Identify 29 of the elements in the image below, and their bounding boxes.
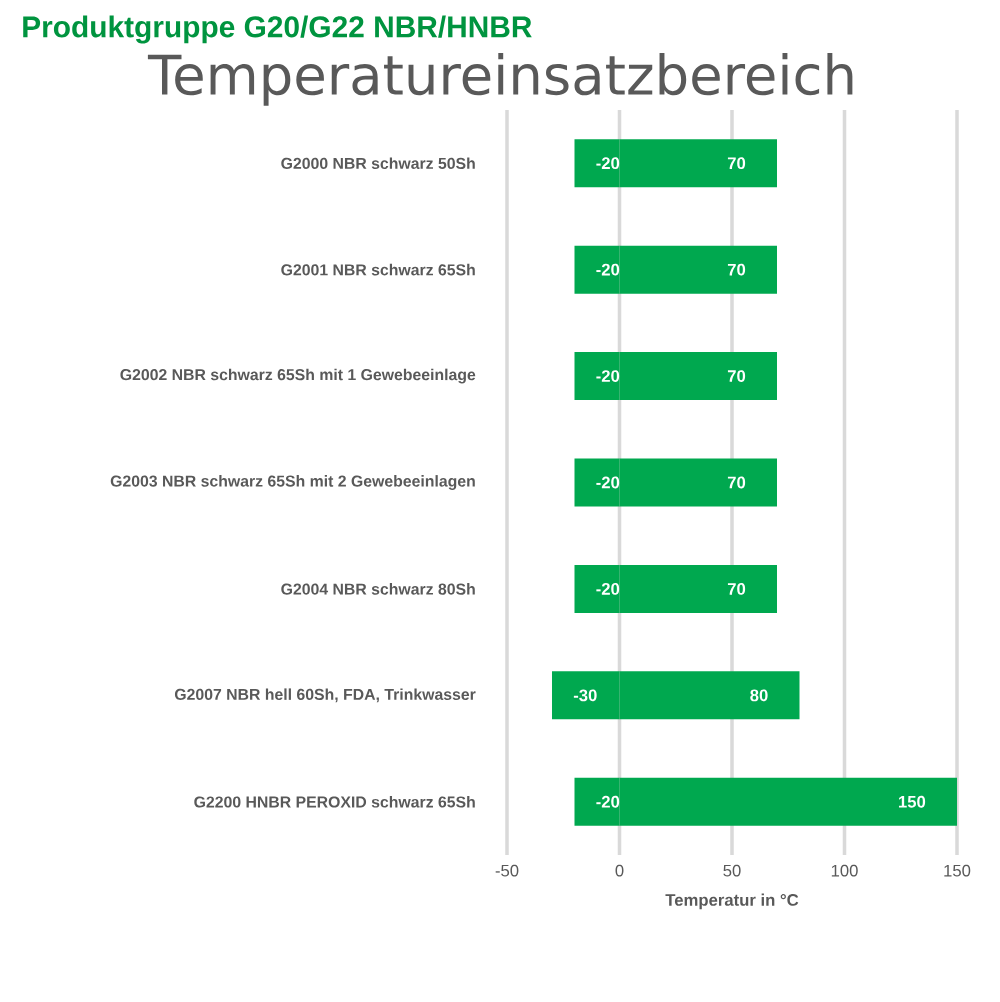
data-label: 70: [727, 476, 746, 489]
x-tick-label: 100: [831, 864, 858, 877]
y-tick-label: G2007 NBR hell 60Sh, FDA, Trinkwasser: [174, 688, 476, 703]
data-label: 150: [898, 795, 926, 808]
x-tick-label: 0: [615, 864, 624, 877]
data-label: 70: [727, 157, 746, 170]
y-tick-label: G2003 NBR schwarz 65Sh mit 2 Gewebeeinlagen: [110, 475, 475, 490]
chart-title: Temperatureinsatzbereich: [147, 53, 853, 106]
x-tick-label: 150: [944, 864, 971, 877]
data-label: -20: [596, 795, 620, 808]
y-tick-label: G2200 HNBR PEROXID schwarz 65Sh: [194, 795, 475, 808]
x-tick-label: -50: [495, 864, 519, 877]
data-label: -20: [596, 157, 620, 170]
y-tick-label: G2000 NBR schwarz 50Sh: [281, 157, 475, 170]
data-label: -20: [596, 583, 620, 595]
data-label: -20: [596, 476, 620, 489]
data-label: -20: [596, 370, 620, 382]
y-tick-label: G2002 NBR schwarz 65Sh mit 1 Gewebeeinlage: [120, 368, 476, 384]
data-label: 70: [727, 370, 746, 382]
y-tick-label: G2001 NBR schwarz 65Sh: [281, 263, 475, 276]
data-label: -30: [573, 689, 597, 702]
chart-subtitle: Produktgruppe G20/G22 NBR/HNBR: [23, 15, 532, 44]
x-tick-label: 50: [723, 864, 741, 877]
y-tick-label: G2004 NBR schwarz 80Sh: [281, 583, 475, 595]
data-label: 70: [727, 583, 746, 595]
data-label: -20: [596, 263, 620, 276]
x-axis-title: Temperatur in °C: [665, 893, 799, 910]
data-label: 80: [750, 689, 768, 702]
data-label: 70: [727, 263, 746, 276]
